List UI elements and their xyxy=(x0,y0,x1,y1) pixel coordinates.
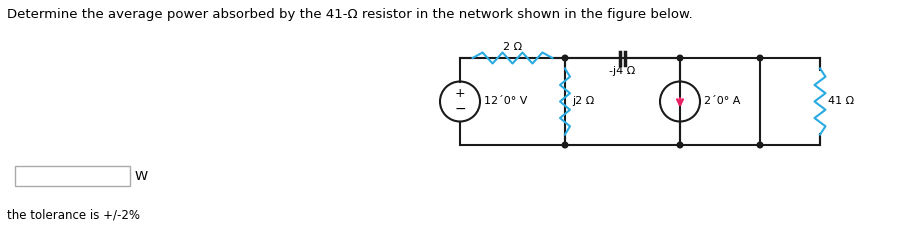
Circle shape xyxy=(562,55,568,61)
Text: +: + xyxy=(454,87,465,100)
Text: 2´0° A: 2´0° A xyxy=(704,96,740,106)
Circle shape xyxy=(677,142,682,148)
Circle shape xyxy=(562,142,568,148)
Text: 2 Ω: 2 Ω xyxy=(503,42,522,52)
Circle shape xyxy=(677,55,682,61)
Circle shape xyxy=(758,142,763,148)
Text: 12´0° V: 12´0° V xyxy=(484,96,528,106)
Text: Determine the average power absorbed by the 41-Ω resistor in the network shown i: Determine the average power absorbed by … xyxy=(7,8,692,21)
Circle shape xyxy=(758,55,763,61)
Text: -j4 Ω: -j4 Ω xyxy=(609,66,636,76)
Text: W: W xyxy=(135,169,148,182)
Text: the tolerance is +/-2%: the tolerance is +/-2% xyxy=(7,208,140,221)
Bar xyxy=(15,166,130,186)
Text: j2 Ω: j2 Ω xyxy=(572,96,594,106)
Text: −: − xyxy=(454,102,466,116)
Text: 41 Ω: 41 Ω xyxy=(828,96,854,106)
